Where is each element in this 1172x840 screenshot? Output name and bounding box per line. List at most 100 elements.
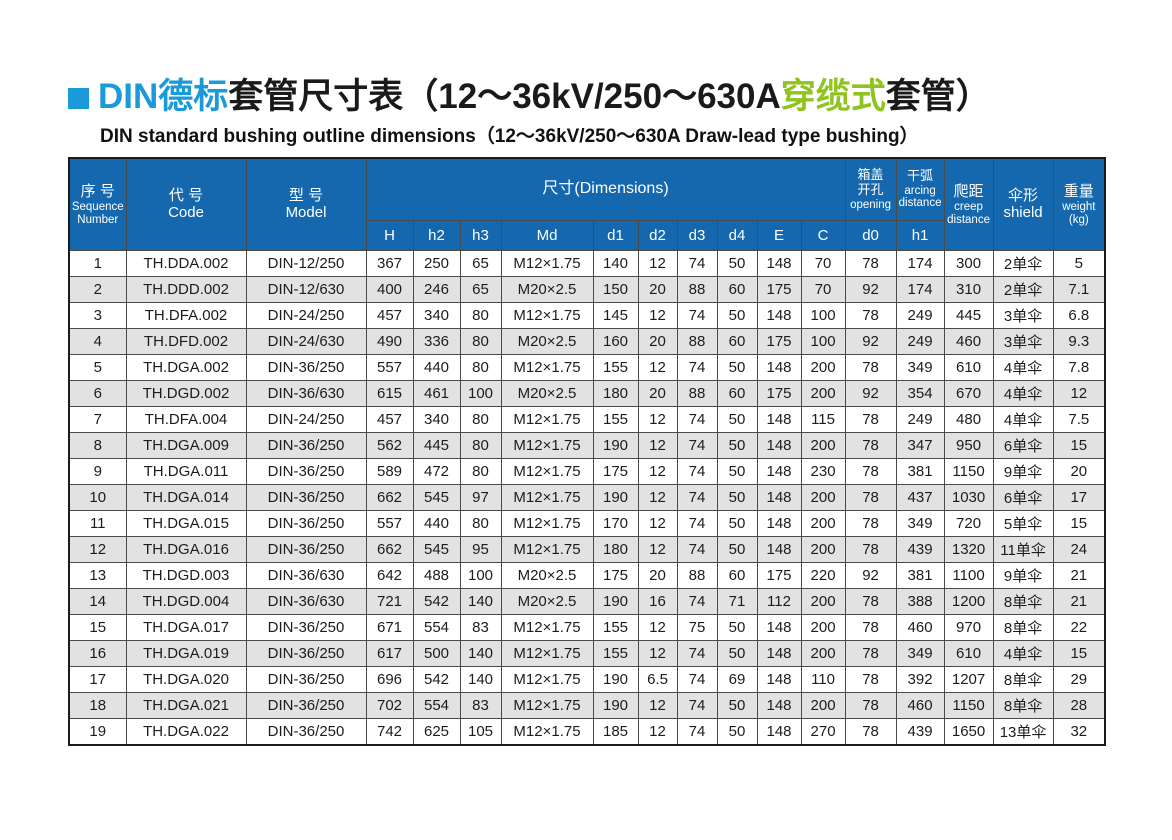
header-creep-distance: 爬距 creep distance — [943, 157, 994, 251]
table-cell: M12×1.75 — [500, 354, 594, 381]
table-cell: 88 — [676, 328, 718, 355]
table-cell: 175 — [592, 562, 639, 589]
header-arcing-zh: 干弧 — [907, 167, 934, 183]
table-cell: TH.DGA.002 — [125, 354, 247, 381]
header-sequence-number: 序 号 Sequence Number — [68, 157, 127, 251]
table-cell: 100 — [459, 380, 502, 407]
table-cell: 461 — [412, 380, 461, 407]
table-row: 7 TH.DFA.004 DIN-24/250 457 340 80 M12×1.75 155… — [68, 406, 1106, 433]
table-cell: 74 — [676, 354, 718, 381]
table-cell: 50 — [716, 510, 758, 537]
table-cell: 148 — [756, 250, 802, 277]
table-cell: 100 — [800, 302, 846, 329]
table-cell: 696 — [365, 666, 414, 693]
table-cell: 18 — [68, 692, 127, 719]
table-cell: 190 — [592, 432, 639, 459]
table-cell: 720 — [943, 510, 994, 537]
table-cell: 545 — [412, 536, 461, 563]
table-cell: 50 — [716, 406, 758, 433]
header-weight: 重量 weight (kg) — [1052, 157, 1106, 251]
table-cell: 5 — [68, 354, 127, 381]
table-cell: 78 — [844, 354, 897, 381]
table-cell: 190 — [592, 484, 639, 511]
table-cell: M12×1.75 — [500, 432, 594, 459]
table-cell: 7.5 — [1052, 406, 1106, 433]
table-cell: 381 — [895, 458, 945, 485]
header-weight-zh: 重量 — [1063, 182, 1094, 200]
table-cell: 15 — [1052, 432, 1106, 459]
header-sequence-en: Sequence Number — [71, 200, 124, 226]
title-marker-icon — [68, 88, 89, 109]
table-cell: TH.DGD.003 — [125, 562, 247, 589]
table-cell: M12×1.75 — [500, 718, 594, 746]
header-opening-en: opening — [850, 198, 892, 211]
table-cell: 545 — [412, 484, 461, 511]
subheader-d0: d0 — [844, 220, 897, 251]
table-cell: 20 — [1052, 458, 1106, 485]
table-cell: 17 — [68, 666, 127, 693]
table-cell: 174 — [895, 276, 945, 303]
dimensions-table: 序 号 Sequence Number 代 号 Code 型 号 Model 尺… — [68, 157, 1107, 746]
table-row: 12 TH.DGA.016 DIN-36/250 662 545 95 M12×1.75 18… — [68, 536, 1106, 563]
table-cell: 8单伞 — [992, 692, 1054, 719]
table-cell: 80 — [459, 510, 502, 537]
table-cell: 440 — [412, 510, 461, 537]
table-cell: 7.8 — [1052, 354, 1106, 381]
subheader-H: H — [365, 220, 414, 251]
table-cell: 2单伞 — [992, 250, 1054, 277]
table-cell: DIN-36/630 — [245, 562, 367, 589]
table-cell: 22 — [1052, 614, 1106, 641]
table-row: 5 TH.DGA.002 DIN-36/250 557 440 80 M12×1.75 155… — [68, 354, 1106, 381]
table-cell: 349 — [895, 640, 945, 667]
table-cell: 6 — [68, 380, 127, 407]
table-row: 11 TH.DGA.015 DIN-36/250 557 440 80 M12×1.75 17… — [68, 510, 1106, 537]
table-cell: 970 — [943, 614, 994, 641]
table-cell: 16 — [637, 588, 678, 615]
table-cell: M12×1.75 — [500, 458, 594, 485]
table-cell: 347 — [895, 432, 945, 459]
table-cell: 20 — [637, 380, 678, 407]
table-cell: 145 — [592, 302, 639, 329]
header-creep-zh: 爬距 — [953, 182, 984, 200]
table-cell: 440 — [412, 354, 461, 381]
table-cell: 439 — [895, 536, 945, 563]
table-cell: 200 — [800, 640, 846, 667]
table-cell: M20×2.5 — [500, 588, 594, 615]
table-cell: 140 — [459, 640, 502, 667]
subheader-h2: h2 — [412, 220, 461, 251]
table-cell: 69 — [716, 666, 758, 693]
table-cell: 1150 — [943, 458, 994, 485]
subheader-Md: Md — [500, 220, 594, 251]
table-cell: 148 — [756, 432, 802, 459]
table-cell: 354 — [895, 380, 945, 407]
table-cell: 340 — [412, 302, 461, 329]
table-cell: DIN-36/250 — [245, 484, 367, 511]
table-cell: DIN-36/250 — [245, 614, 367, 641]
table-cell: DIN-36/630 — [245, 380, 367, 407]
table-cell: 50 — [716, 250, 758, 277]
header-code-zh: 代 号 — [168, 187, 204, 205]
table-cell: 50 — [716, 484, 758, 511]
table-row: 4 TH.DFD.002 DIN-24/630 490 336 80 M20×2.5 160 2… — [68, 328, 1106, 355]
table-cell: 78 — [844, 406, 897, 433]
table-cell: M20×2.5 — [500, 380, 594, 407]
table-cell: 148 — [756, 406, 802, 433]
table-cell: 562 — [365, 432, 414, 459]
table-cell: 8单伞 — [992, 666, 1054, 693]
table-cell: 1200 — [943, 588, 994, 615]
header-sequence-zh: 序 号 — [80, 182, 115, 200]
header-code-en: Code — [168, 204, 204, 222]
table-cell: 12 — [637, 484, 678, 511]
table-cell: 148 — [756, 718, 802, 746]
table-cell: TH.DGD.004 — [125, 588, 247, 615]
table-cell: 11 — [68, 510, 127, 537]
table-cell: TH.DGA.017 — [125, 614, 247, 641]
table-row: 15 TH.DGA.017 DIN-36/250 671 554 83 M12×1.75 15… — [68, 614, 1106, 641]
table-cell: 200 — [800, 536, 846, 563]
table-cell: DIN-36/250 — [245, 718, 367, 746]
table-cell: 8单伞 — [992, 614, 1054, 641]
table-cell: 445 — [943, 302, 994, 329]
table-cell: 457 — [365, 406, 414, 433]
header-weight-en: weight (kg) — [1062, 200, 1096, 226]
table-cell: 160 — [592, 328, 639, 355]
